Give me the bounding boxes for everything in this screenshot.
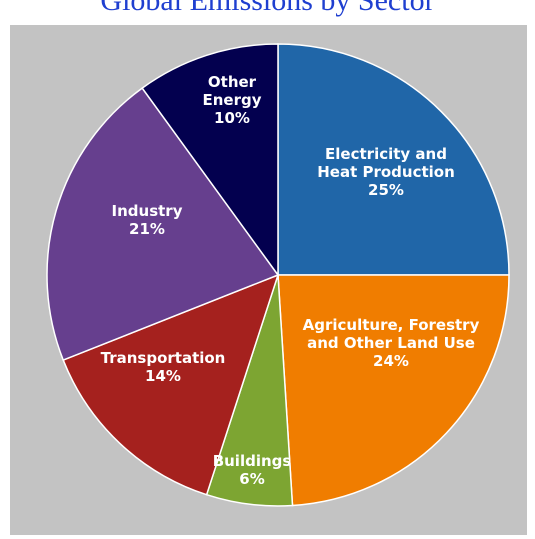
- slice-value-label-2: 6%: [239, 470, 264, 488]
- pie-slice-1: [277, 274, 510, 507]
- chart-title: Global Emissions by Sector: [100, 0, 435, 17]
- slice-label-4-line-0: Industry: [112, 202, 183, 220]
- pie-slices: [46, 43, 510, 507]
- slice-label-0-line-0: Electricity and: [325, 145, 447, 163]
- slice-value-label-5: 10%: [214, 109, 250, 127]
- slice-label-1-line-1: and Other Land Use: [307, 334, 475, 352]
- slice-label-5-line-1: Energy: [202, 91, 261, 109]
- slice-label-0-line-1: Heat Production: [317, 163, 455, 181]
- slice-value-label-3: 14%: [145, 367, 181, 385]
- slice-value-label-4: 21%: [129, 220, 165, 238]
- slice-value-label-0: 25%: [368, 181, 404, 199]
- slice-label-1-line-0: Agriculture, Forestry: [303, 316, 480, 334]
- slice-value-label-1: 24%: [373, 352, 409, 370]
- slice-label-3-line-0: Transportation: [101, 349, 226, 367]
- pie-slice-3: [62, 273, 280, 496]
- pie-slice-4: [46, 87, 280, 362]
- slice-label-5-line-0: Other: [208, 73, 257, 91]
- pie-slice-0: [277, 43, 510, 276]
- slice-label-2-line-0: Buildings: [213, 452, 292, 470]
- pie-slice-5: [141, 43, 279, 278]
